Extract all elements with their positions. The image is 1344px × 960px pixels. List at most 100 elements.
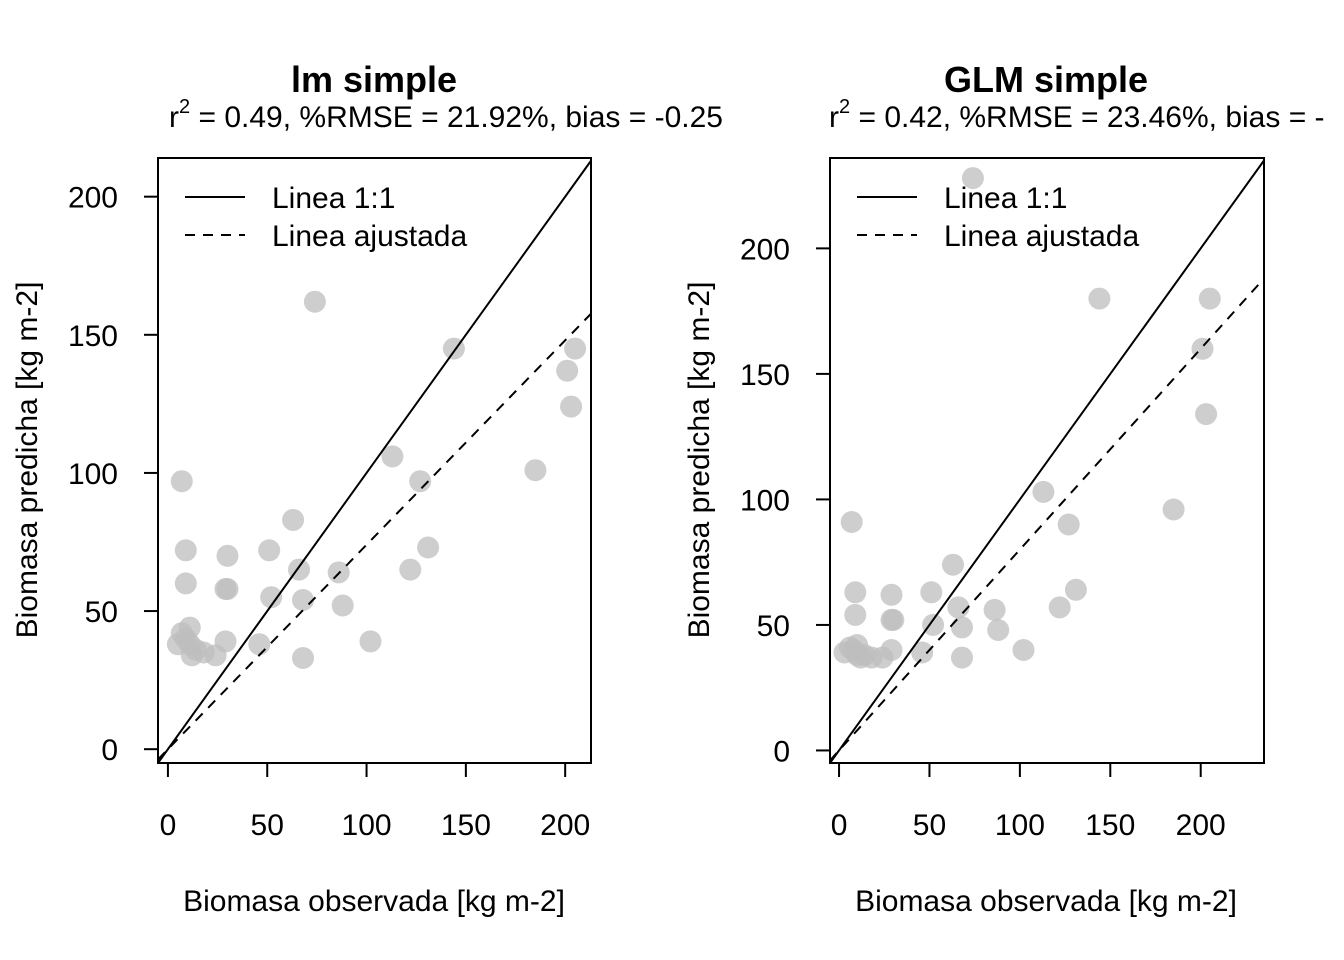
x-tick-label: 50 [913,809,946,842]
lines-layer [158,160,591,763]
y-tick-label: 200 [68,182,118,215]
line-1to1 [830,159,1264,763]
chart-panel-glm: GLM simple r2 = 0.42, %RMSE = 23.46%, bi… [683,59,1325,918]
data-point [248,633,271,656]
legend: Linea 1:1 Linea ajustada [185,182,467,253]
subtitle-exponent: 2 [179,96,190,118]
x-axis: 0 50 100 150 200 [160,762,590,842]
x-tick-label: 0 [160,809,177,842]
data-point [331,594,354,617]
chart-subtitle: r2 = 0.42, %RMSE = 23.46%, bias = - [829,96,1325,134]
data-point [1195,403,1218,426]
data-point [174,539,197,562]
data-point [1012,639,1035,661]
legend-label-1to1: Linea 1:1 [944,182,1067,215]
x-axis-label: Biomasa observada [kg m-2] [855,885,1237,918]
points-layer [833,167,1221,669]
legend-label-fitted: Linea ajustada [272,220,467,253]
line-fitted [158,313,591,761]
y-axis-label: Biomasa predicha [kg m-2] [683,282,716,639]
data-point [303,290,326,313]
data-point [214,630,237,653]
data-point [260,586,283,609]
data-point [1198,287,1221,310]
data-point [409,470,432,493]
x-tick-label: 200 [1176,809,1226,842]
data-point [1032,480,1055,503]
data-point [174,572,197,595]
data-point [359,630,382,653]
data-point [292,589,314,611]
legend: Linea 1:1 Linea ajustada [857,182,1139,253]
data-point [564,337,587,360]
x-tick-label: 150 [1085,809,1135,842]
data-point [947,596,970,619]
subtitle-stats: = 0.49, %RMSE = 21.92%, bias = -0.25 [190,101,723,134]
data-point [216,578,239,600]
lines-layer [830,159,1264,763]
data-point [951,616,973,639]
x-tick-label: 150 [441,809,491,842]
x-tick-label: 100 [342,809,392,842]
x-tick-label: 200 [540,809,590,842]
data-point [282,508,305,531]
y-tick-label: 50 [757,610,790,643]
data-point [987,619,1010,641]
y-axis-label: Biomasa predicha [kg m-2] [11,282,44,639]
x-axis-label: Biomasa observada [kg m-2] [183,885,565,918]
data-point [844,603,867,626]
legend-label-fitted: Linea ajustada [944,220,1139,253]
data-point [911,641,934,664]
y-tick-label: 150 [740,359,790,392]
data-point [1064,578,1087,601]
chart-title: GLM simple [944,59,1148,100]
data-point [381,445,404,468]
x-tick-label: 50 [251,809,284,842]
data-point [1088,287,1111,310]
data-point [840,511,863,533]
data-point [942,553,964,576]
chart-subtitle: r2 = 0.49, %RMSE = 21.92%, bias = -0.25 [169,96,723,134]
data-point [920,581,943,604]
subtitle-exponent: 2 [839,96,850,118]
y-tick-label: 0 [773,735,790,768]
y-tick-label: 0 [101,734,118,767]
data-point [417,536,440,559]
data-point [880,639,903,661]
data-point [556,359,579,382]
y-tick-label: 100 [740,484,790,517]
data-point [216,544,239,567]
data-point [951,646,973,669]
line-fitted [830,277,1264,762]
data-point [524,459,547,482]
y-axis: 0 50 100 150 200 [68,182,159,767]
data-point [1048,596,1071,619]
subtitle-r: r [829,101,839,134]
subtitle-stats: = 0.42, %RMSE = 23.46%, bias = - [850,101,1324,134]
y-tick-label: 150 [68,320,118,353]
data-point [983,598,1006,621]
y-tick-label: 100 [68,458,118,491]
x-tick-label: 0 [831,809,848,842]
x-axis: 0 50 100 150 200 [831,762,1226,842]
data-point [258,539,281,562]
chart-title: lm simple [291,59,457,100]
x-tick-label: 100 [995,809,1045,842]
data-point [880,608,903,631]
data-point [560,395,583,418]
y-axis: 0 50 100 150 200 [740,233,831,768]
data-point [292,647,314,669]
points-layer [166,290,587,669]
data-point [399,558,422,581]
data-point [178,616,201,639]
data-point [922,613,945,636]
line-1to1 [158,160,591,763]
data-point [880,583,903,606]
chart-panel-lm: lm simple r2 = 0.49, %RMSE = 21.92%, bia… [11,59,723,918]
y-tick-label: 200 [740,233,790,266]
data-point [170,470,193,493]
data-point [1162,498,1185,521]
legend-label-1to1: Linea 1:1 [272,182,395,215]
subtitle-r: r [169,101,179,134]
